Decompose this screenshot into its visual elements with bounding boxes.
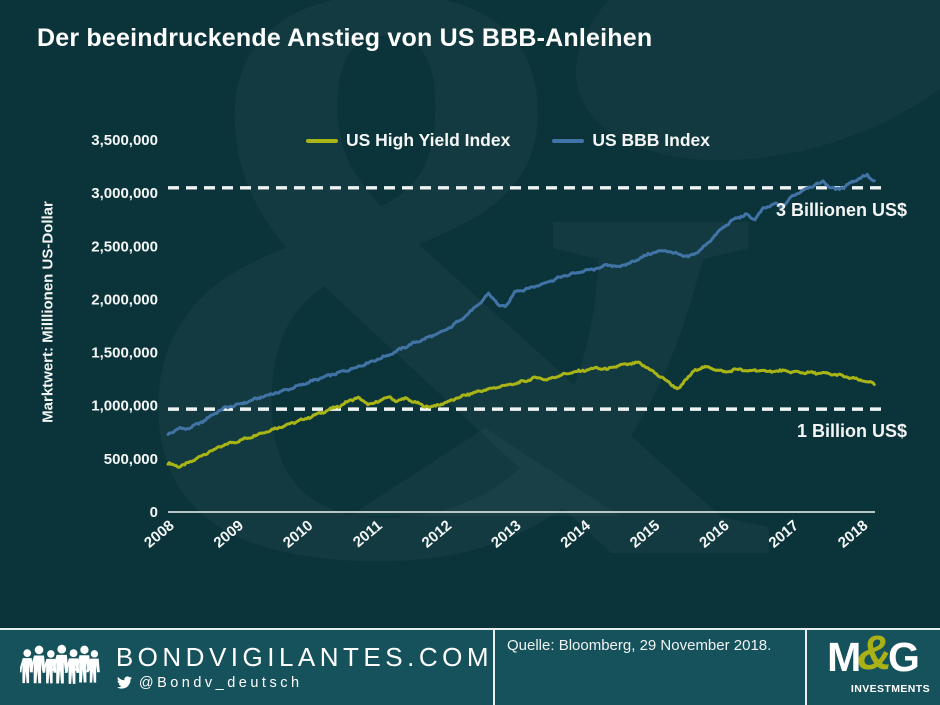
svg-text:2017: 2017 bbox=[766, 517, 802, 551]
svg-text:3,500,000: 3,500,000 bbox=[91, 132, 158, 149]
page-title: Der beeindruckende Anstieg von US BBB-An… bbox=[37, 24, 653, 52]
footer-text-block: BONDVIGILANTES.COM @Bondv_deutsch bbox=[115, 642, 493, 691]
svg-text:2,000,000: 2,000,000 bbox=[91, 291, 158, 308]
legend-item-high-yield: US High Yield Index bbox=[306, 130, 510, 151]
mg-logo-ampersand: & bbox=[857, 626, 892, 680]
svg-text:2,500,000: 2,500,000 bbox=[91, 238, 158, 255]
mg-logo-m: M bbox=[827, 633, 862, 680]
twitter-row: @Bondv_deutsch bbox=[116, 675, 493, 691]
source-text: Quelle: Bloomberg, 29 November 2018. bbox=[507, 637, 772, 654]
twitter-handle-link[interactable]: @Bondv_deutsch bbox=[138, 674, 303, 691]
mg-investments-label: INVESTMENTS bbox=[850, 683, 930, 696]
svg-text:2018: 2018 bbox=[835, 517, 871, 551]
svg-text:2012: 2012 bbox=[419, 517, 455, 551]
svg-text:3,000,000: 3,000,000 bbox=[91, 185, 158, 202]
y-axis-title: Marktwert: Milllionen US-Dollar bbox=[39, 201, 57, 423]
svg-text:2014: 2014 bbox=[557, 517, 594, 552]
svg-text:2008: 2008 bbox=[141, 517, 177, 551]
site-name-link[interactable]: BONDVIGILANTES.COM bbox=[115, 642, 493, 673]
legend-item-bbb: US BBB Index bbox=[552, 130, 710, 151]
footer-source-cell: Quelle: Bloomberg, 29 November 2018. bbox=[493, 630, 805, 705]
svg-text:2009: 2009 bbox=[210, 517, 246, 551]
chart-canvas: 0 500,000 1,000,000 1,500,000 2,000,000 2,500… bbox=[91, 132, 884, 552]
svg-text:1,000,000: 1,000,000 bbox=[91, 398, 158, 415]
footer-brand-cell: BONDVIGILANTES.COM @Bondv_deutsch bbox=[0, 630, 493, 705]
crowd-people-icon bbox=[20, 644, 100, 684]
legend-label-bbb: US BBB Index bbox=[592, 130, 710, 150]
svg-text:500,000: 500,000 bbox=[104, 451, 158, 468]
twitter-bird-icon bbox=[116, 676, 132, 689]
svg-text:0: 0 bbox=[150, 504, 158, 521]
footer: BONDVIGILANTES.COM @Bondv_deutsch Quelle… bbox=[0, 628, 940, 705]
mg-logo-letters: M & G bbox=[827, 629, 920, 681]
svg-text:1,500,000: 1,500,000 bbox=[91, 345, 158, 362]
high-yield-line-swatch bbox=[306, 138, 338, 143]
legend-label-high-yield: US High Yield Index bbox=[346, 130, 511, 150]
annotation-1-billion: 1 Billion US$ bbox=[796, 421, 907, 442]
annotation-3-billion: 3 Billionen US$ bbox=[775, 199, 907, 220]
svg-text:2013: 2013 bbox=[488, 517, 524, 551]
svg-text:2015: 2015 bbox=[627, 517, 663, 551]
svg-text:2010: 2010 bbox=[280, 517, 316, 551]
mg-logo-g: G bbox=[887, 633, 920, 680]
svg-text:2011: 2011 bbox=[350, 517, 386, 551]
bbb-line-swatch bbox=[552, 138, 585, 143]
chart-legend: US High Yield Index US BBB Index bbox=[306, 130, 710, 151]
mg-logo: M & G INVESTMENTS bbox=[805, 629, 940, 705]
svg-text:2016: 2016 bbox=[696, 517, 732, 551]
